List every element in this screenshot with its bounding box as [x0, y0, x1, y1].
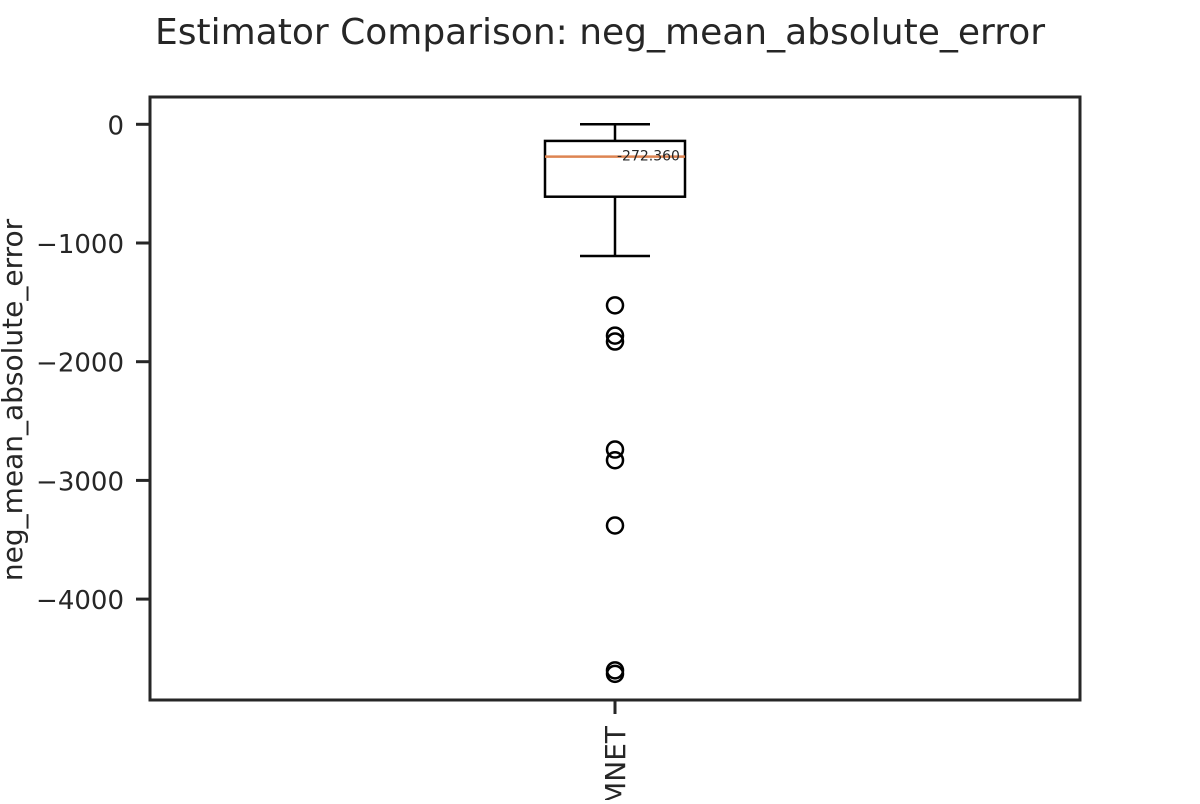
- outlier-point: [605, 332, 625, 351]
- y-tick-label: −3000: [36, 467, 124, 497]
- chart-title: Estimator Comparison: neg_mean_absolute_…: [155, 12, 1045, 53]
- x-tick-label: MNET: [599, 725, 632, 800]
- y-tick-label: 0: [107, 111, 124, 141]
- y-axis-label: neg_mean_absolute_error: [0, 218, 29, 581]
- outlier-point: [605, 296, 625, 315]
- y-tick-label: −1000: [36, 230, 124, 260]
- outlier-point: [605, 440, 625, 459]
- box-iqr: [543, 139, 687, 198]
- x-axis-ticks: MNET: [599, 700, 632, 804]
- outlier-point: [605, 516, 625, 535]
- axes-frame: [148, 95, 1082, 702]
- y-tick-label: −2000: [36, 349, 124, 379]
- median-label: -272.360: [617, 149, 680, 165]
- outlier-point: [605, 664, 625, 684]
- y-axis-ticks: 0 −1000 −2000 −3000 −4000: [36, 111, 150, 616]
- plot-area: -272.360: [543, 123, 687, 684]
- outlier-point: [605, 450, 625, 470]
- y-tick-label: −4000: [36, 586, 124, 616]
- outlier-point: [605, 326, 625, 345]
